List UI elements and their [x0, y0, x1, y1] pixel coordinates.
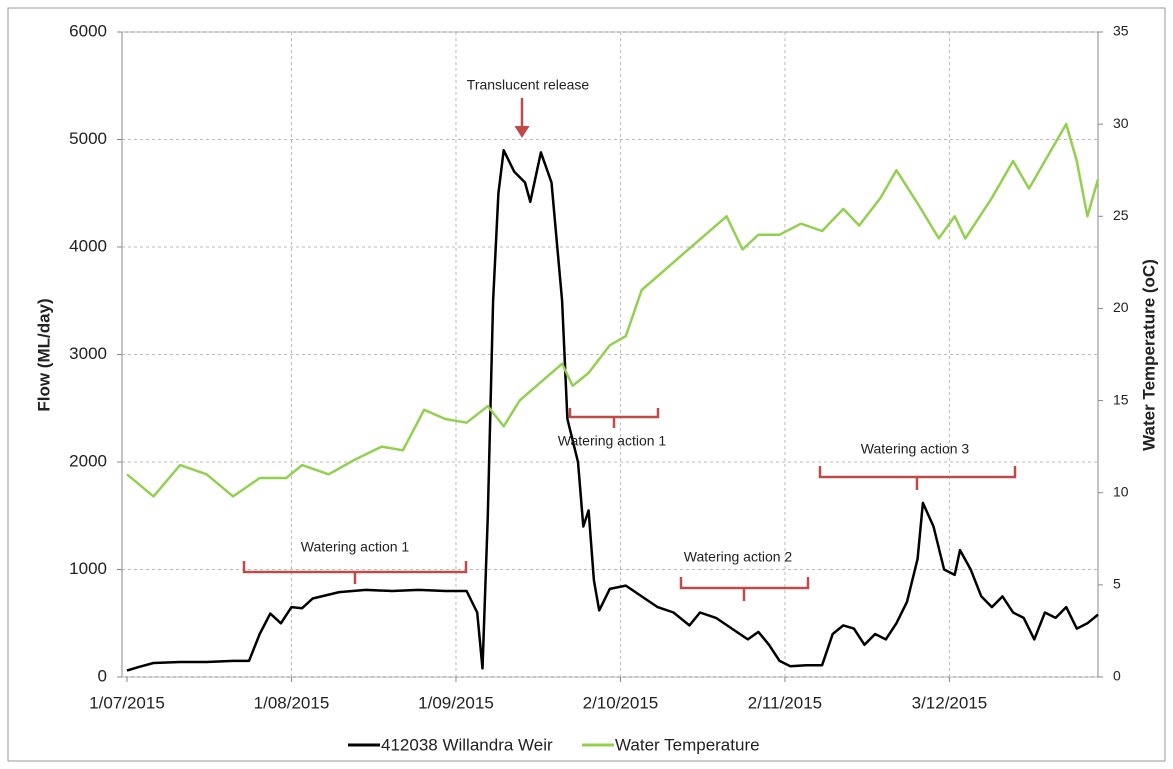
- x-tick-label: 1/07/2015: [89, 693, 165, 712]
- bracket: [242, 561, 468, 584]
- legend-label: Water Temperature: [615, 735, 760, 754]
- bracket: [818, 466, 1017, 490]
- x-tick-label: 2/11/2015: [748, 693, 822, 712]
- grid: 0 1000 2000 3000 4000 5000 6000 0 5 10 15 20 25 30 35 1…: [69, 21, 1129, 712]
- y2-tick-label: 0: [1113, 668, 1121, 684]
- lines: [126, 122, 1100, 672]
- y-tick-label: 4000: [69, 236, 107, 255]
- chart-border: [7, 7, 1166, 762]
- y-tick-label: 5000: [69, 129, 107, 148]
- y2-tick-label: 35: [1113, 23, 1129, 39]
- annotation: Watering action 1: [558, 433, 667, 449]
- x-tick-label: 1/09/2015: [418, 693, 494, 712]
- annotation: Watering action 1: [301, 539, 410, 555]
- y-tick-label: 2000: [69, 451, 107, 470]
- annotations: Translucent release Watering action 1 Wa…: [242, 77, 1017, 601]
- legend-label: 412038 Willandra Weir: [381, 735, 553, 754]
- y2-tick-label: 10: [1113, 483, 1129, 499]
- y-tick-label: 3000: [69, 344, 107, 363]
- y2-tick-label: 20: [1113, 299, 1129, 315]
- x-tick-label: 1/08/2015: [254, 693, 330, 712]
- y2-tick-label: 5: [1113, 576, 1121, 592]
- legend: 412038 Willandra Weir Water Temperature: [348, 735, 760, 754]
- series-line: [126, 122, 1100, 498]
- y2-tick-label: 15: [1113, 391, 1129, 407]
- annotation: Watering action 2: [684, 549, 793, 565]
- bracket: [568, 408, 660, 428]
- y-tick-label: 6000: [69, 21, 107, 40]
- y-tick-label: 0: [98, 666, 107, 685]
- x-tick-label: 2/10/2015: [583, 693, 659, 712]
- arrow-head: [514, 125, 530, 138]
- annotation: Translucent release: [467, 77, 590, 93]
- y2-tick-label: 25: [1113, 207, 1129, 223]
- y2-axis-title: Water Temperature (oC): [1139, 259, 1158, 451]
- y2-tick-label: 30: [1113, 115, 1129, 131]
- bracket: [679, 577, 810, 601]
- x-tick-label: 3/12/2015: [912, 693, 988, 712]
- series-line: [126, 149, 1099, 672]
- y-axis-title: Flow (ML/day): [34, 298, 53, 411]
- annotation: Watering action 3: [861, 441, 970, 457]
- y-tick-label: 1000: [69, 559, 107, 578]
